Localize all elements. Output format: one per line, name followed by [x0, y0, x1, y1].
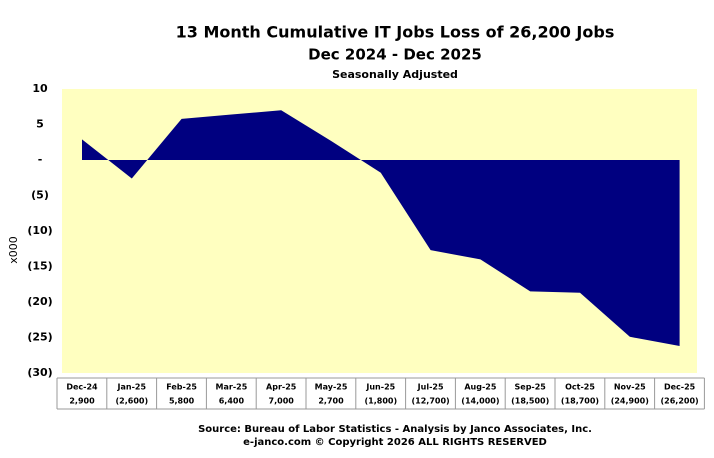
value-label: 2,900: [69, 397, 95, 406]
y-tick-label: (25): [27, 331, 52, 344]
value-label: 7,000: [269, 397, 295, 406]
x-tick-label: Jul-25: [417, 383, 444, 392]
area: [82, 110, 680, 347]
chart-subtitle: Dec 2024 - Dec 2025: [308, 46, 482, 64]
x-tick-label: Jun-25: [365, 383, 395, 392]
chart-note: Seasonally Adjusted: [332, 68, 458, 81]
x-tick-label: Sep-25: [515, 383, 547, 392]
x-tick-label: Nov-25: [614, 383, 646, 392]
x-tick-label: Dec-25: [664, 383, 696, 392]
value-label: (24,900): [611, 397, 649, 406]
y-tick-label: 10: [32, 82, 48, 95]
y-tick-label: 5: [36, 118, 44, 131]
y-tick-label: (10): [27, 224, 52, 237]
value-label: (12,700): [412, 397, 450, 406]
value-label: 2,700: [318, 397, 344, 406]
value-label: (18,700): [561, 397, 599, 406]
value-label: (1,800): [364, 397, 397, 406]
chart-title: 13 Month Cumulative IT Jobs Loss of 26,2…: [176, 23, 615, 42]
y-tick-label: (30): [27, 366, 52, 379]
x-tick-label: Aug-25: [464, 383, 497, 392]
x-tick-label: Mar-25: [216, 383, 248, 392]
y-tick-label: (5): [31, 189, 49, 202]
x-tick-label: Jan-25: [117, 383, 147, 392]
value-label: (26,200): [661, 397, 699, 406]
x-tick-label: Feb-25: [166, 383, 197, 392]
y-tick-label: (15): [27, 260, 52, 273]
value-label: 6,400: [219, 397, 245, 406]
y-tick-label: -: [38, 153, 43, 166]
value-label: (18,500): [511, 397, 549, 406]
copyright: e-janco.com © Copyright 2026 ALL RIGHTS …: [243, 437, 547, 448]
x-tick-label: Apr-25: [266, 383, 297, 392]
value-label: (2,600): [115, 397, 148, 406]
x-tick-label: Oct-25: [565, 383, 595, 392]
x-tick-label: Dec-24: [66, 383, 98, 392]
source: Source: Bureau of Labor Statistics - Ana…: [198, 424, 592, 435]
y-axis-label: x000: [7, 236, 20, 264]
x-tick-label: May-25: [315, 383, 348, 392]
value-label: 5,800: [169, 397, 195, 406]
y-tick-label: (20): [27, 295, 52, 308]
value-label: (14,000): [461, 397, 499, 406]
